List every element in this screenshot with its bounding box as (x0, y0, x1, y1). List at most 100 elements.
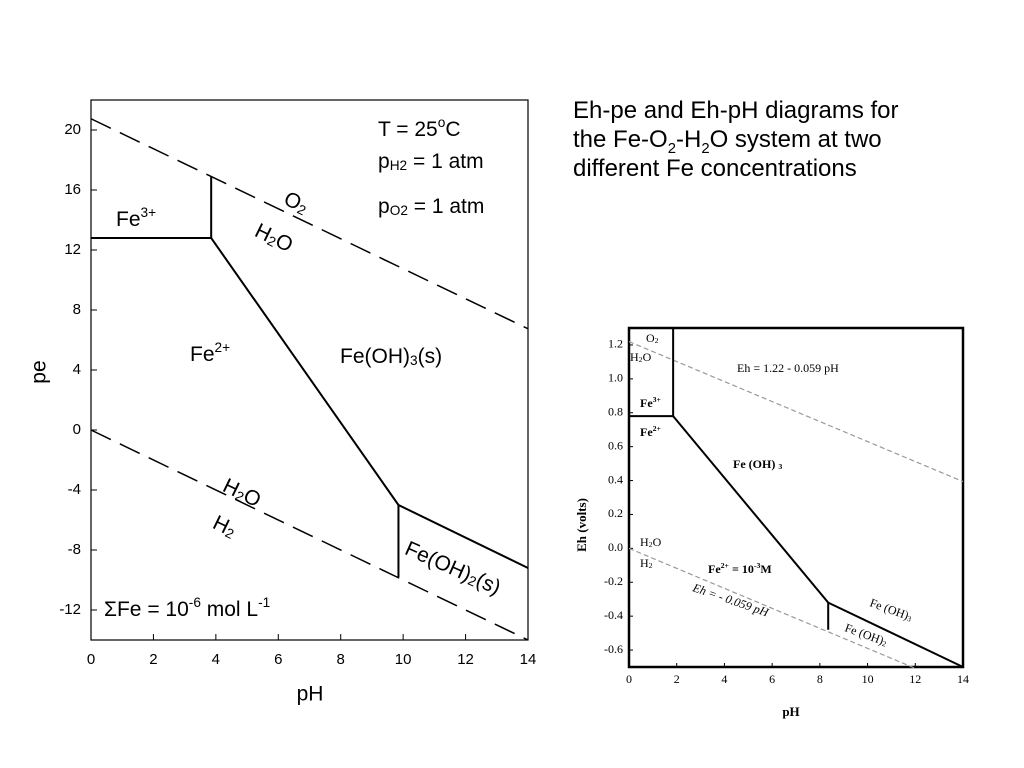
y-tick-label: 0.8 (608, 405, 623, 419)
y-tick-label: 0.2 (608, 506, 623, 520)
annotation: H2 (209, 511, 240, 542)
x-tick-label: 0 (87, 651, 95, 668)
annotation: H2O (640, 535, 662, 549)
text-part: Eh = 1.22 - 0.059 pH (737, 361, 839, 375)
subscript: 2 (881, 639, 888, 649)
text-part: Fe (640, 425, 653, 439)
text-part: Fe(OH) (340, 345, 410, 368)
subscript: 2 (649, 561, 653, 570)
text-part: O (272, 229, 297, 257)
text-part: Fe (116, 208, 141, 231)
y-tick-label: -0.2 (604, 574, 623, 588)
y-tick-label: 0.0 (608, 540, 623, 554)
subscript: 2 (400, 203, 408, 218)
subscript: 3 (778, 462, 782, 471)
text-part: Fe (190, 343, 215, 366)
annotation: Eh = - 0.059 pH (690, 580, 772, 620)
text-part: (s) (473, 568, 505, 599)
text-part: ΣFe = 10 (104, 598, 189, 621)
y-tick-label: 0.4 (608, 472, 623, 486)
y-axis-label: pe (28, 360, 51, 383)
text-part: C (445, 118, 460, 141)
y-tick-label: 0 (73, 421, 81, 438)
y-tick-label: 16 (64, 181, 81, 198)
annotation: Fe3+ (116, 205, 156, 230)
subscript: H (390, 158, 400, 173)
x-tick-label: 10 (395, 651, 412, 668)
annotation: H2O (630, 350, 652, 364)
annotation: pH2 = 1 atm (378, 150, 484, 173)
text-part: Eh = - 0.059 pH (690, 580, 772, 620)
annotation: T = 25oC (378, 115, 461, 140)
x-tick-label: 10 (862, 672, 874, 686)
text-part: Fe (OH) (868, 595, 911, 622)
y-tick-label: -8 (68, 541, 81, 558)
text-part: H (640, 535, 649, 549)
text-part: p (378, 195, 390, 218)
text-part: O (653, 535, 662, 549)
superscript: 2+ (653, 424, 662, 433)
x-tick-label: 4 (721, 672, 727, 686)
boundary-dashed (628, 547, 916, 669)
text-part: (s) (418, 345, 443, 368)
annotation: Fe2+ (190, 340, 230, 365)
annotation: H2O (219, 474, 264, 512)
superscript: 3+ (653, 395, 662, 404)
y-tick-label: 20 (64, 121, 81, 138)
y-tick-label: -12 (59, 601, 81, 618)
x-axis-label: pH (297, 683, 324, 706)
annotation: O2 (280, 187, 312, 218)
annotation: pO2 = 1 atm (378, 195, 484, 218)
text-part: M (760, 562, 771, 576)
subscript: 3 (906, 614, 913, 624)
title-part: the Fe-O (573, 126, 668, 153)
y-tick-label: 0.6 (608, 438, 623, 452)
boundary-dashed (90, 118, 529, 330)
superscript: -6 (189, 595, 201, 610)
title-part: Eh-pe and Eh-pH diagrams for (573, 97, 899, 124)
annotation: Fe2+ = 10-3M (708, 561, 772, 576)
title-part: different Fe concentrations (573, 155, 857, 182)
text-part: O (240, 484, 265, 512)
subscript: O (390, 203, 401, 218)
y-tick-label: -4 (68, 481, 81, 498)
text-part: = 1 atm (407, 150, 483, 173)
x-tick-label: 12 (909, 672, 921, 686)
x-tick-label: 14 (520, 651, 537, 668)
annotation: Fe2+ (640, 424, 662, 439)
x-axis-label: pH (782, 704, 799, 719)
subscript: 2 (400, 158, 408, 173)
y-tick-label: -0.4 (604, 608, 623, 622)
superscript: 2+ (721, 561, 730, 570)
annotation: O2 (646, 331, 659, 345)
y-tick-label: 1.2 (608, 337, 623, 351)
superscript: 2+ (215, 340, 231, 355)
x-tick-label: 12 (457, 651, 474, 668)
slide-title: Eh-pe and Eh-pH diagrams for the Fe-O2-H2… (573, 96, 1003, 183)
text-part: p (378, 150, 390, 173)
superscript: -1 (258, 595, 270, 610)
x-tick-label: 0 (626, 672, 632, 686)
text-part: H (640, 556, 649, 570)
text-part: Fe (708, 562, 721, 576)
annotation: Fe (OH)2 (843, 620, 890, 649)
x-tick-label: 2 (674, 672, 680, 686)
annotation: Fe (OH)3 (868, 595, 915, 624)
y-tick-label: 12 (64, 241, 81, 258)
subscript: 2 (639, 355, 643, 364)
text-part: O (646, 331, 655, 345)
chart: 0 2 4 6 8 10 12 14 -0.6 -0.4 -0.2 0.0 0.2 0.4 0.6 0.8 1.… (574, 326, 969, 719)
boundary-dashed (90, 429, 529, 641)
x-tick-label: 6 (769, 672, 775, 686)
annotation: Fe (OH) 3 (733, 457, 782, 471)
boundary-line (827, 601, 964, 668)
text-part: O (643, 350, 652, 364)
x-tick-label: 2 (149, 651, 157, 668)
text-part: = 10 (729, 562, 754, 576)
title-part: -H (675, 126, 702, 153)
boundary-dashed (628, 341, 964, 483)
superscript: o (438, 115, 446, 130)
